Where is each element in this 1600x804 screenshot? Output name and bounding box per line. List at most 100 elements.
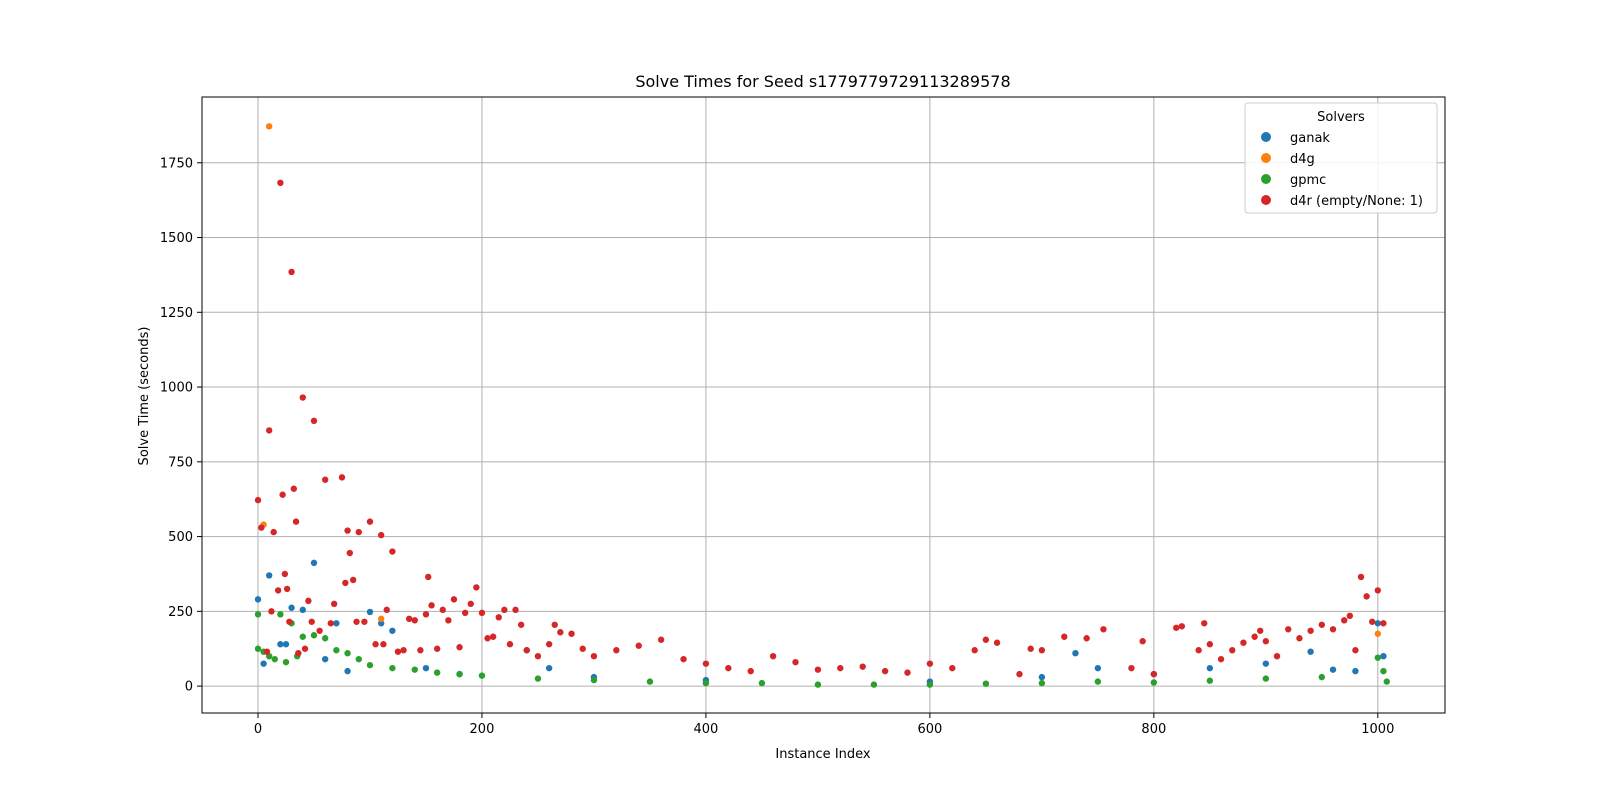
data-point bbox=[1363, 593, 1370, 600]
y-tick-label: 0 bbox=[185, 680, 193, 695]
data-point bbox=[646, 678, 654, 685]
data-point bbox=[545, 664, 553, 672]
data-point bbox=[1150, 679, 1158, 686]
data-point bbox=[702, 679, 710, 687]
series-ganak bbox=[254, 559, 1387, 685]
x-tick-label: 200 bbox=[470, 722, 495, 737]
data-point bbox=[523, 647, 530, 654]
data-point bbox=[1369, 618, 1376, 625]
y-tick-label: 1250 bbox=[160, 306, 193, 321]
data-point bbox=[299, 394, 306, 401]
data-point bbox=[1100, 626, 1107, 633]
legend-marker bbox=[1261, 153, 1271, 163]
data-point bbox=[982, 680, 990, 687]
data-point bbox=[512, 606, 519, 614]
y-axis-label: Solve Time (seconds) bbox=[137, 327, 152, 466]
data-point bbox=[1206, 664, 1214, 672]
data-point bbox=[288, 604, 295, 611]
data-point bbox=[473, 584, 480, 591]
chart-title: Solve Times for Seed s177977972911328957… bbox=[635, 72, 1010, 91]
series-d4g bbox=[260, 123, 1382, 637]
data-point bbox=[258, 524, 265, 531]
data-point bbox=[1094, 664, 1102, 672]
data-point bbox=[321, 476, 329, 483]
data-point bbox=[1139, 638, 1146, 645]
data-point bbox=[361, 618, 368, 625]
data-point bbox=[355, 528, 362, 536]
data-point bbox=[349, 576, 357, 584]
data-point bbox=[859, 663, 866, 670]
data-point bbox=[1262, 638, 1270, 645]
data-point bbox=[949, 664, 956, 672]
y-tick-label: 1000 bbox=[160, 381, 193, 396]
data-point bbox=[268, 608, 275, 615]
data-point bbox=[383, 606, 390, 614]
data-point bbox=[282, 641, 290, 648]
data-point bbox=[1374, 654, 1382, 661]
data-point bbox=[411, 666, 418, 673]
legend-marker bbox=[1261, 132, 1271, 142]
plot-area-frame bbox=[201, 96, 1446, 714]
x-axis-label: Instance Index bbox=[775, 747, 871, 762]
x-tick-label: 0 bbox=[254, 722, 262, 737]
data-point bbox=[792, 658, 799, 666]
data-point bbox=[1307, 627, 1314, 634]
data-point bbox=[316, 627, 323, 634]
data-point bbox=[366, 661, 374, 669]
data-point bbox=[265, 572, 273, 579]
data-point bbox=[389, 548, 396, 555]
data-point bbox=[461, 609, 469, 617]
data-point bbox=[405, 615, 413, 623]
data-point bbox=[254, 596, 262, 603]
data-point bbox=[1318, 673, 1326, 681]
data-point bbox=[1217, 655, 1225, 663]
data-point bbox=[993, 639, 1001, 646]
data-point bbox=[299, 606, 306, 614]
y-tick-label: 500 bbox=[168, 530, 193, 545]
y-tick-label: 1750 bbox=[160, 156, 193, 171]
data-points bbox=[254, 123, 1390, 688]
data-point bbox=[271, 655, 278, 663]
data-point bbox=[680, 655, 687, 663]
data-point bbox=[366, 518, 374, 525]
y-tick-label: 750 bbox=[168, 455, 193, 470]
data-point bbox=[321, 635, 329, 642]
data-point bbox=[1380, 620, 1387, 627]
data-point bbox=[290, 485, 298, 492]
data-point bbox=[1072, 649, 1079, 657]
x-tick-label: 1000 bbox=[1361, 722, 1394, 737]
data-point bbox=[439, 606, 446, 614]
data-point bbox=[1178, 623, 1186, 630]
data-point bbox=[277, 179, 284, 187]
data-point bbox=[422, 611, 430, 618]
data-point bbox=[342, 579, 349, 587]
data-point bbox=[286, 618, 293, 625]
data-point bbox=[1094, 678, 1102, 685]
data-point bbox=[277, 641, 284, 648]
data-point bbox=[1016, 670, 1023, 678]
data-point bbox=[355, 655, 362, 663]
data-point bbox=[579, 645, 586, 652]
data-point bbox=[389, 664, 396, 672]
data-point bbox=[254, 611, 262, 618]
data-point bbox=[274, 587, 282, 594]
data-point bbox=[769, 652, 777, 660]
legend-entry: ganak bbox=[1290, 131, 1330, 146]
data-point bbox=[425, 573, 432, 581]
data-point bbox=[333, 647, 340, 654]
data-point bbox=[613, 647, 620, 654]
data-point bbox=[1352, 647, 1359, 654]
data-point bbox=[551, 621, 558, 628]
data-point bbox=[1229, 647, 1236, 654]
data-point bbox=[870, 681, 878, 688]
data-point bbox=[1083, 635, 1090, 642]
data-point bbox=[394, 648, 402, 655]
data-point bbox=[295, 649, 302, 657]
data-point bbox=[1240, 639, 1247, 646]
data-point bbox=[389, 627, 396, 634]
axis-ticks: 0 200 400 600 800 1000 0 250 500 750 1000 1250 1500 1… bbox=[160, 156, 1394, 737]
data-point bbox=[1374, 620, 1382, 627]
data-point bbox=[725, 664, 732, 672]
data-point bbox=[445, 617, 452, 624]
